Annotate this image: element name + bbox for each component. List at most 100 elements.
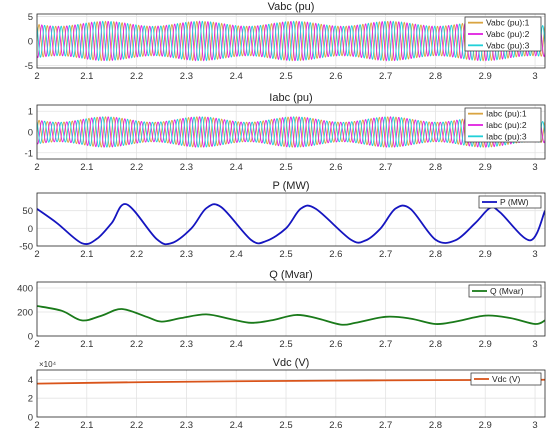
plot-lines <box>37 203 545 246</box>
x-tick-label: 2.2 <box>130 71 143 82</box>
x-tick-label: 2 <box>34 339 39 350</box>
legend-box <box>478 195 542 209</box>
x-tick-label: 2.4 <box>230 162 243 173</box>
x-tick-label: 2.9 <box>479 339 492 350</box>
panel-vabc-pu: Vabc (pu) 2 2.1 2.2 2.3 2.4 2.5 2.6 2.7 2.8 2.9 3 -5… <box>25 1 546 82</box>
x-tick-label: 3 <box>532 162 537 173</box>
x-tick-label: 2.1 <box>80 249 93 260</box>
x-tick-label: 2.2 <box>130 249 143 260</box>
x-tick-label: 2.3 <box>180 162 193 173</box>
x-tick-label: 2.9 <box>479 420 492 431</box>
panel-q-mvar: Q (Mvar) 2 2.1 2.2 2.3 2.4 2.5 2.6 2.7 2.8 2.9 3 0 20… <box>17 269 546 350</box>
x-tick-label: 2.2 <box>130 420 143 431</box>
y-tick-label: -5 <box>25 61 33 72</box>
legend-label: Vabc (pu):2 <box>486 29 530 39</box>
panel-title: Iabc (pu) <box>269 92 312 104</box>
x-tick-label: 2.4 <box>230 249 243 260</box>
legend-box <box>468 284 542 298</box>
x-tick-label: 2.1 <box>80 162 93 173</box>
x-tick-label: 2.1 <box>80 339 93 350</box>
plot-lines <box>37 305 545 326</box>
panel-iabc-pu: Iabc (pu) 2 2.1 2.2 2.3 2.4 2.5 2.6 2.7 2.8 2.9 3 -1… <box>25 92 546 173</box>
x-tick-label: 2.5 <box>279 71 292 82</box>
axes-frame <box>36 192 546 247</box>
axes-frame <box>36 104 546 160</box>
x-tick-label: 3 <box>532 339 537 350</box>
x-tick-label: 2.9 <box>479 71 492 82</box>
x-tick-label: 2 <box>34 71 39 82</box>
legend: Vdc (V) <box>470 372 542 386</box>
y-tick-label: 0 <box>28 128 33 139</box>
x-tick-label: 2 <box>34 162 39 173</box>
x-tick-label: 2.6 <box>329 339 342 350</box>
x-tick-label: 3 <box>532 71 537 82</box>
legend-label: Vdc (V) <box>492 374 521 384</box>
panel-title: Vabc (pu) <box>268 1 315 13</box>
series-line-q-mvar <box>37 305 545 326</box>
x-tick-label: 2.6 <box>329 420 342 431</box>
x-tick-label: 2.3 <box>180 339 193 350</box>
y-tick-label: 0 <box>28 332 33 343</box>
x-tick-label: 2 <box>34 249 39 260</box>
x-tick-label: 2.2 <box>130 339 143 350</box>
x-tick-label: 3 <box>532 420 537 431</box>
x-tick-label: 2.1 <box>80 420 93 431</box>
legend-label: P (MW) <box>500 197 529 207</box>
series-line-p-mw <box>37 203 545 246</box>
y-tick-label: 0 <box>28 224 33 235</box>
y-tick-label: 50 <box>22 206 33 217</box>
y-tick-label: 0 <box>28 37 33 48</box>
panel-title: Q (Mvar) <box>269 269 312 281</box>
x-tick-label: 2.4 <box>230 71 243 82</box>
x-tick-label: 2.3 <box>180 249 193 260</box>
x-tick-label: 2.3 <box>180 71 193 82</box>
panel-title: P (MW) <box>272 180 309 192</box>
x-tick-label: 2.4 <box>230 339 243 350</box>
x-tick-label: 2.8 <box>429 162 442 173</box>
x-tick-label: 2.8 <box>429 339 442 350</box>
x-tick-label: 2.7 <box>379 339 392 350</box>
y-tick-label: 0 <box>28 413 33 424</box>
y-tick-label: 400 <box>17 284 33 295</box>
x-tick-label: 2.9 <box>479 249 492 260</box>
x-tick-label: 2.7 <box>379 420 392 431</box>
plot-lines <box>37 378 545 385</box>
y-exponent-label: ×10⁴ <box>39 360 57 369</box>
y-tick-label: 200 <box>17 308 33 319</box>
legend-label: Vabc (pu):3 <box>486 40 530 50</box>
legend-label: Vabc (pu):1 <box>486 18 530 28</box>
x-tick-label: 2.3 <box>180 420 193 431</box>
y-tick-label: 2 <box>28 394 33 405</box>
y-tick-label: 1 <box>28 107 33 118</box>
plot-lines <box>37 20 545 62</box>
x-tick-label: 2.9 <box>479 162 492 173</box>
x-tick-label: 2.1 <box>80 71 93 82</box>
x-tick-label: 2.6 <box>329 71 342 82</box>
axes-frame <box>36 13 546 69</box>
legend: Q (Mvar) <box>468 284 542 298</box>
series-line-iabc-pu-3 <box>37 116 545 148</box>
panel-p-mw: P (MW) 2 2.1 2.2 2.3 2.4 2.5 2.6 2.7 2.8 2.9 3 -50 0 5… <box>19 180 546 260</box>
x-tick-label: 2.8 <box>429 71 442 82</box>
x-tick-label: 2.7 <box>379 249 392 260</box>
legend-label: Iabc (pu):3 <box>486 131 527 141</box>
y-tick-label: -1 <box>25 148 33 159</box>
legend-label: Iabc (pu):2 <box>486 120 527 130</box>
legend-label: Q (Mvar) <box>490 286 524 296</box>
axes-frame <box>36 369 546 418</box>
series-line-vdc-v <box>37 378 545 385</box>
panel-vdc-v: Vdc (V)2 2.1 2.2 2.3 2.4 2.5 2.6 2.7 2.8 2.9 3024×… <box>28 357 546 431</box>
x-tick-label: 2.8 <box>429 249 442 260</box>
series-line-iabc-pu-2 <box>37 116 545 148</box>
x-tick-label: 2.5 <box>279 162 292 173</box>
y-tick-label: -50 <box>19 242 33 253</box>
x-tick-label: 2.7 <box>379 71 392 82</box>
plot-area <box>37 370 545 417</box>
x-tick-label: 2.4 <box>230 420 243 431</box>
y-tick-label: 4 <box>28 375 33 386</box>
panel-title: Vdc (V) <box>273 357 310 369</box>
